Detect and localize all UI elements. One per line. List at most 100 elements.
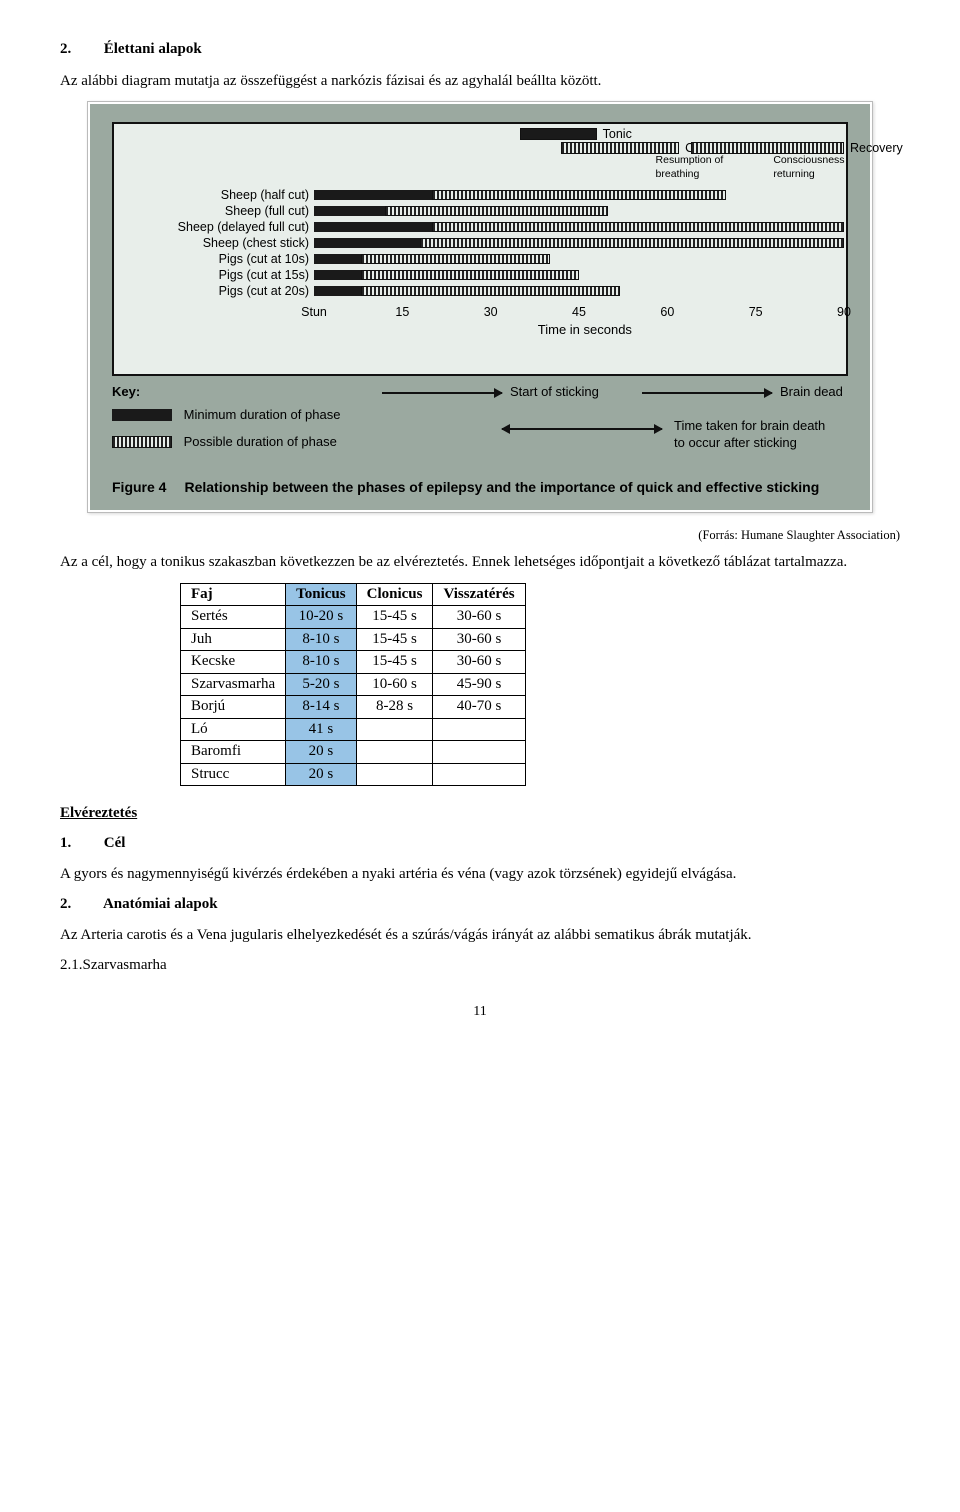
anat-title: Anatómiai alapok: [103, 896, 218, 912]
bar-hatch-5: [361, 270, 579, 280]
anat-para: Az Arteria carotis és a Vena jugularis e…: [60, 926, 900, 946]
table-cell: Ló: [181, 718, 286, 741]
table-row: Baromfi20 s: [181, 741, 526, 764]
table-cell: Sertés: [181, 606, 286, 629]
ylabel-6: Pigs (cut at 20s): [119, 283, 309, 299]
figure-4-caption: Figure 4 Relationship between the phases…: [112, 478, 848, 496]
arrow-brain-dead: [642, 392, 772, 394]
cel-heading: 1. Cél: [60, 834, 900, 854]
th-faj: Faj: [181, 583, 286, 606]
ylabel-0: Sheep (half cut): [119, 187, 309, 203]
phase-table: Faj Tonicus Clonicus Visszatérés Sertés1…: [180, 583, 526, 787]
table-cell: [433, 718, 525, 741]
table-cell: Strucc: [181, 763, 286, 786]
ylabel-5: Pigs (cut at 15s): [119, 267, 309, 283]
key-title: Key:: [112, 384, 382, 401]
key-poss-swatch: [112, 436, 172, 448]
anat-heading: 2. Anatómiai alapok: [60, 895, 900, 915]
phase-table-body: Sertés10-20 s15-45 s30-60 sJuh8-10 s15-4…: [181, 606, 526, 786]
table-row: Kecske8-10 s15-45 s30-60 s: [181, 651, 526, 674]
legend-recovery-label: Recovery: [850, 140, 903, 156]
xtick-5: 75: [749, 304, 763, 320]
table-cell: 15-45 s: [356, 606, 433, 629]
table-cell: 20 s: [286, 763, 356, 786]
section-2-title: Élettani alapok: [104, 41, 202, 57]
cel-para: A gyors és nagymennyiségű kivérzés érdek…: [60, 865, 900, 885]
table-row: Faj Tonicus Clonicus Visszatérés: [181, 583, 526, 606]
legend-recovery-bar: [691, 142, 844, 154]
key-brain-label: Brain dead: [780, 384, 843, 401]
table-cell: 15-45 s: [356, 651, 433, 674]
figure-4-chart: TonicClonicRecoveryResumption of breathi…: [112, 122, 848, 376]
table-cell: 30-60 s: [433, 606, 525, 629]
ylabel-2: Sheep (delayed full cut): [119, 219, 309, 235]
arrow-start-sticking: [382, 392, 502, 394]
key-start-label: Start of sticking: [510, 384, 599, 401]
table-cell: 15-45 s: [356, 628, 433, 651]
anat-num: 2.: [60, 895, 100, 915]
xtick-4: 60: [660, 304, 674, 320]
bar-hatch-4: [361, 254, 549, 264]
th-visszateres: Visszatérés: [433, 583, 525, 606]
bar-hatch-2: [432, 222, 844, 232]
bar-solid-4: [314, 254, 361, 264]
sublabel-consciousness: Consciousness returning: [773, 154, 844, 181]
section-2-intro: Az alábbi diagram mutatja az összefüggés…: [60, 72, 900, 92]
key-left: Key: Minimum duration of phase Possible …: [112, 384, 382, 464]
table-row: Ló41 s: [181, 718, 526, 741]
table-cell: Juh: [181, 628, 286, 651]
table-cell: [356, 763, 433, 786]
figure-source: (Forrás: Humane Slaughter Association): [60, 527, 900, 543]
bar-solid-2: [314, 222, 432, 232]
table-cell: Baromfi: [181, 741, 286, 764]
table-row: Borjú8-14 s8-28 s40-70 s: [181, 696, 526, 719]
phase-table-head: Faj Tonicus Clonicus Visszatérés: [181, 583, 526, 606]
key-min-swatch: [112, 409, 172, 421]
key-right: Start of sticking Brain dead Time taken …: [382, 384, 848, 464]
legend-clonic-bar: [561, 142, 679, 154]
cel-num: 1.: [60, 834, 100, 854]
table-row: Strucc20 s: [181, 763, 526, 786]
table-cell: 30-60 s: [433, 628, 525, 651]
table-row: Juh8-10 s15-45 s30-60 s: [181, 628, 526, 651]
bar-hatch-0: [432, 190, 726, 200]
table-cell: 40-70 s: [433, 696, 525, 719]
arrow-time-taken: [502, 428, 662, 430]
table-cell: 45-90 s: [433, 673, 525, 696]
table-cell: 8-10 s: [286, 651, 356, 674]
key-timetaken-label: Time taken for brain death to occur afte…: [674, 418, 825, 452]
bar-solid-5: [314, 270, 361, 280]
key-poss-label: Possible duration of phase: [184, 434, 337, 451]
bar-solid-3: [314, 238, 420, 248]
table-cell: [433, 763, 525, 786]
table-row: Szarvasmarha5-20 s10-60 s45-90 s: [181, 673, 526, 696]
table-cell: 10-60 s: [356, 673, 433, 696]
xtick-2: 30: [484, 304, 498, 320]
bar-hatch-1: [385, 206, 609, 216]
xaxis-title: Time in seconds: [538, 322, 632, 339]
figure-4-caption-label: Figure 4: [112, 478, 166, 496]
para-after-figure: Az a cél, hogy a tonikus szakaszban köve…: [60, 553, 900, 573]
xtick-1: 15: [395, 304, 409, 320]
ylabel-3: Sheep (chest stick): [119, 235, 309, 251]
table-cell: 30-60 s: [433, 651, 525, 674]
bar-hatch-3: [420, 238, 844, 248]
bar-solid-6: [314, 286, 361, 296]
cel-title: Cél: [104, 835, 126, 851]
table-cell: 8-10 s: [286, 628, 356, 651]
page-number: 11: [60, 1003, 900, 1021]
key-min-label: Minimum duration of phase: [184, 407, 341, 424]
table-cell: [356, 718, 433, 741]
anat-sub: 2.1.Szarvasmarha: [60, 956, 900, 976]
legend-tonic-label: Tonic: [603, 126, 632, 142]
figure-4-caption-text: Relationship between the phases of epile…: [184, 478, 848, 496]
xtick-3: 45: [572, 304, 586, 320]
figure-4: TonicClonicRecoveryResumption of breathi…: [90, 104, 870, 510]
ylabel-1: Sheep (full cut): [119, 203, 309, 219]
table-row: Sertés10-20 s15-45 s30-60 s: [181, 606, 526, 629]
figure-4-container: TonicClonicRecoveryResumption of breathi…: [87, 101, 873, 513]
table-cell: [433, 741, 525, 764]
table-cell: Kecske: [181, 651, 286, 674]
bar-hatch-6: [361, 286, 620, 296]
th-tonicus: Tonicus: [286, 583, 356, 606]
